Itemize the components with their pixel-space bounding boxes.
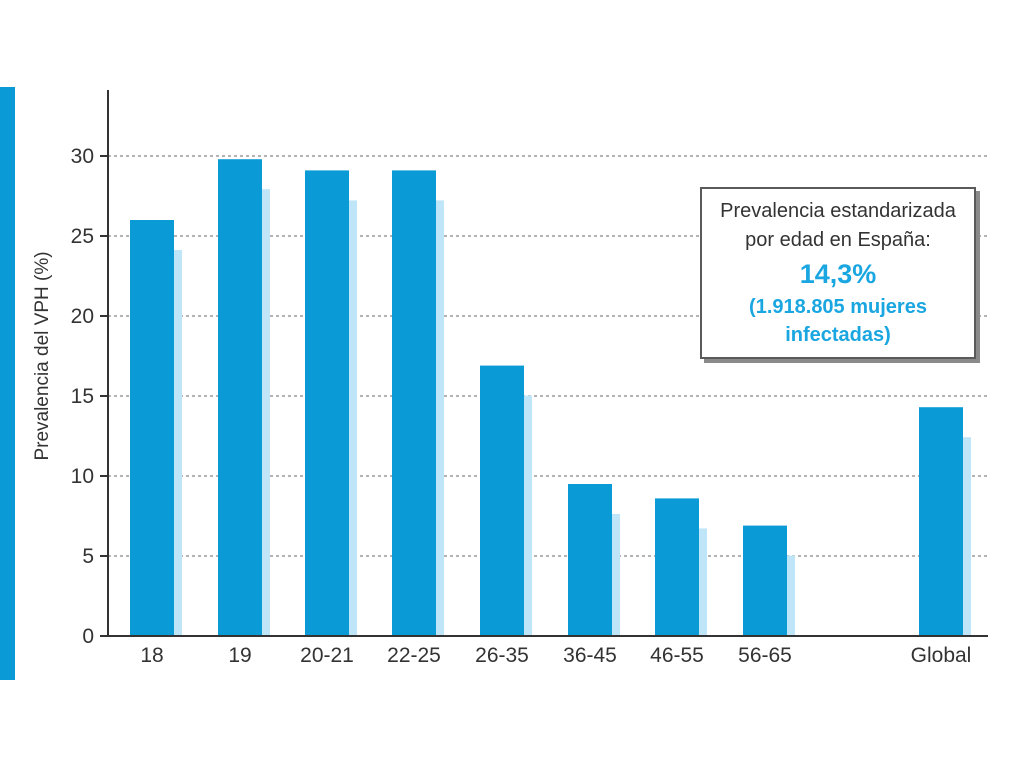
left-accent-strip bbox=[0, 87, 15, 680]
y-tick-label: 20 bbox=[71, 305, 94, 328]
bar-shadow bbox=[347, 200, 357, 636]
bar bbox=[568, 484, 612, 636]
bar bbox=[218, 159, 262, 636]
callout-note-2: infectadas) bbox=[785, 324, 891, 346]
y-tick-label: 15 bbox=[71, 385, 94, 408]
bars bbox=[130, 159, 971, 636]
bar-shadow bbox=[961, 437, 971, 636]
bar-shadow bbox=[785, 555, 795, 636]
x-tick-label: 56-65 bbox=[738, 644, 792, 667]
y-tick-label: 25 bbox=[71, 225, 94, 248]
y-axis-label: Prevalencia del VPH (%) bbox=[32, 251, 53, 460]
x-tick-label: 26-35 bbox=[475, 644, 529, 667]
y-tick-label: 5 bbox=[82, 545, 94, 568]
x-tick-label: 22-25 bbox=[387, 644, 441, 667]
bar-shadow bbox=[172, 250, 182, 636]
bar-shadow bbox=[697, 528, 707, 636]
callout-line-2: por edad en España: bbox=[745, 229, 931, 251]
callout-note-1: (1.918.805 mujeres bbox=[749, 296, 927, 318]
callout-line-1: Prevalencia estandarizada bbox=[720, 200, 956, 222]
axes bbox=[107, 90, 988, 637]
x-tick-label: Global bbox=[911, 644, 972, 667]
y-tick-label: 0 bbox=[82, 625, 94, 648]
tick-labels: 0 5 10 15 20 25 30 18 19 20-21 22-25 26-35 36-45 46-5… bbox=[71, 145, 972, 667]
bar bbox=[480, 365, 524, 636]
y-tick-label: 10 bbox=[71, 465, 94, 488]
callout-value: 14,3% bbox=[799, 259, 877, 289]
bar-shadow bbox=[434, 200, 444, 636]
prevalence-callout: Prevalencia estandarizada por edad en Es… bbox=[700, 187, 976, 359]
bar bbox=[919, 407, 963, 636]
bar bbox=[130, 220, 174, 636]
bar bbox=[655, 498, 699, 636]
y-tick-label: 30 bbox=[71, 145, 94, 168]
x-tick-label: 36-45 bbox=[563, 644, 617, 667]
bar-shadow bbox=[260, 189, 270, 636]
bar bbox=[743, 525, 787, 636]
x-tick-label: 19 bbox=[228, 644, 251, 667]
bar bbox=[392, 170, 436, 636]
bar-shadow bbox=[522, 395, 532, 636]
x-tick-label: 20-21 bbox=[300, 644, 354, 667]
x-tick-label: 46-55 bbox=[650, 644, 704, 667]
bar-shadow bbox=[610, 514, 620, 636]
x-tick-label: 18 bbox=[140, 644, 163, 667]
bar bbox=[305, 170, 349, 636]
